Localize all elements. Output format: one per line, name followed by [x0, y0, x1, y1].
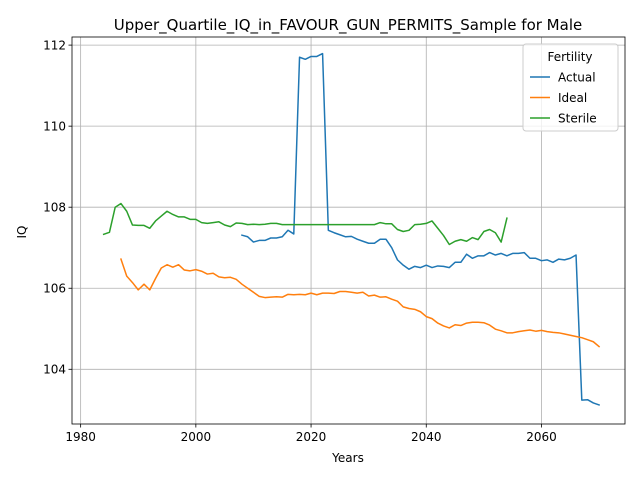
legend-label-sterile: Sterile: [558, 111, 597, 125]
x-axis-label: Years: [331, 451, 364, 465]
legend: Fertility Actual Ideal Sterile: [522, 43, 619, 132]
y-tick-label: 106: [43, 282, 66, 296]
legend-label-actual: Actual: [558, 70, 596, 84]
series-line-sterile: [102, 202, 508, 246]
y-tick-label: 108: [43, 200, 66, 214]
y-tick-label: 110: [43, 119, 66, 133]
x-tick-label: 2000: [181, 430, 212, 444]
x-tick-label: 1980: [65, 430, 96, 444]
legend-title: Fertility: [547, 50, 592, 64]
series-line-actual: [241, 52, 601, 406]
x-tick-label: 2020: [296, 430, 327, 444]
x-tick-label: 2040: [411, 430, 442, 444]
plot-frame: [71, 36, 626, 425]
series-line-ideal: [120, 258, 601, 348]
y-axis: 104 106 108 110 112: [43, 38, 72, 377]
y-axis-label: IQ: [15, 226, 29, 239]
legend-items: Actual Ideal Sterile: [530, 70, 597, 125]
series-layer: [102, 52, 601, 406]
chart-title: Upper_Quartile_IQ_in_FAVOUR_GUN_PERMITS_…: [114, 16, 582, 35]
x-tick-label: 2060: [526, 430, 557, 444]
y-tick-label: 112: [43, 38, 66, 52]
legend-label-ideal: Ideal: [558, 91, 587, 105]
x-axis: 1980 2000 2020 2040 2060: [65, 424, 557, 444]
legend-box: [522, 43, 619, 132]
y-tick-label: 104: [43, 363, 66, 377]
